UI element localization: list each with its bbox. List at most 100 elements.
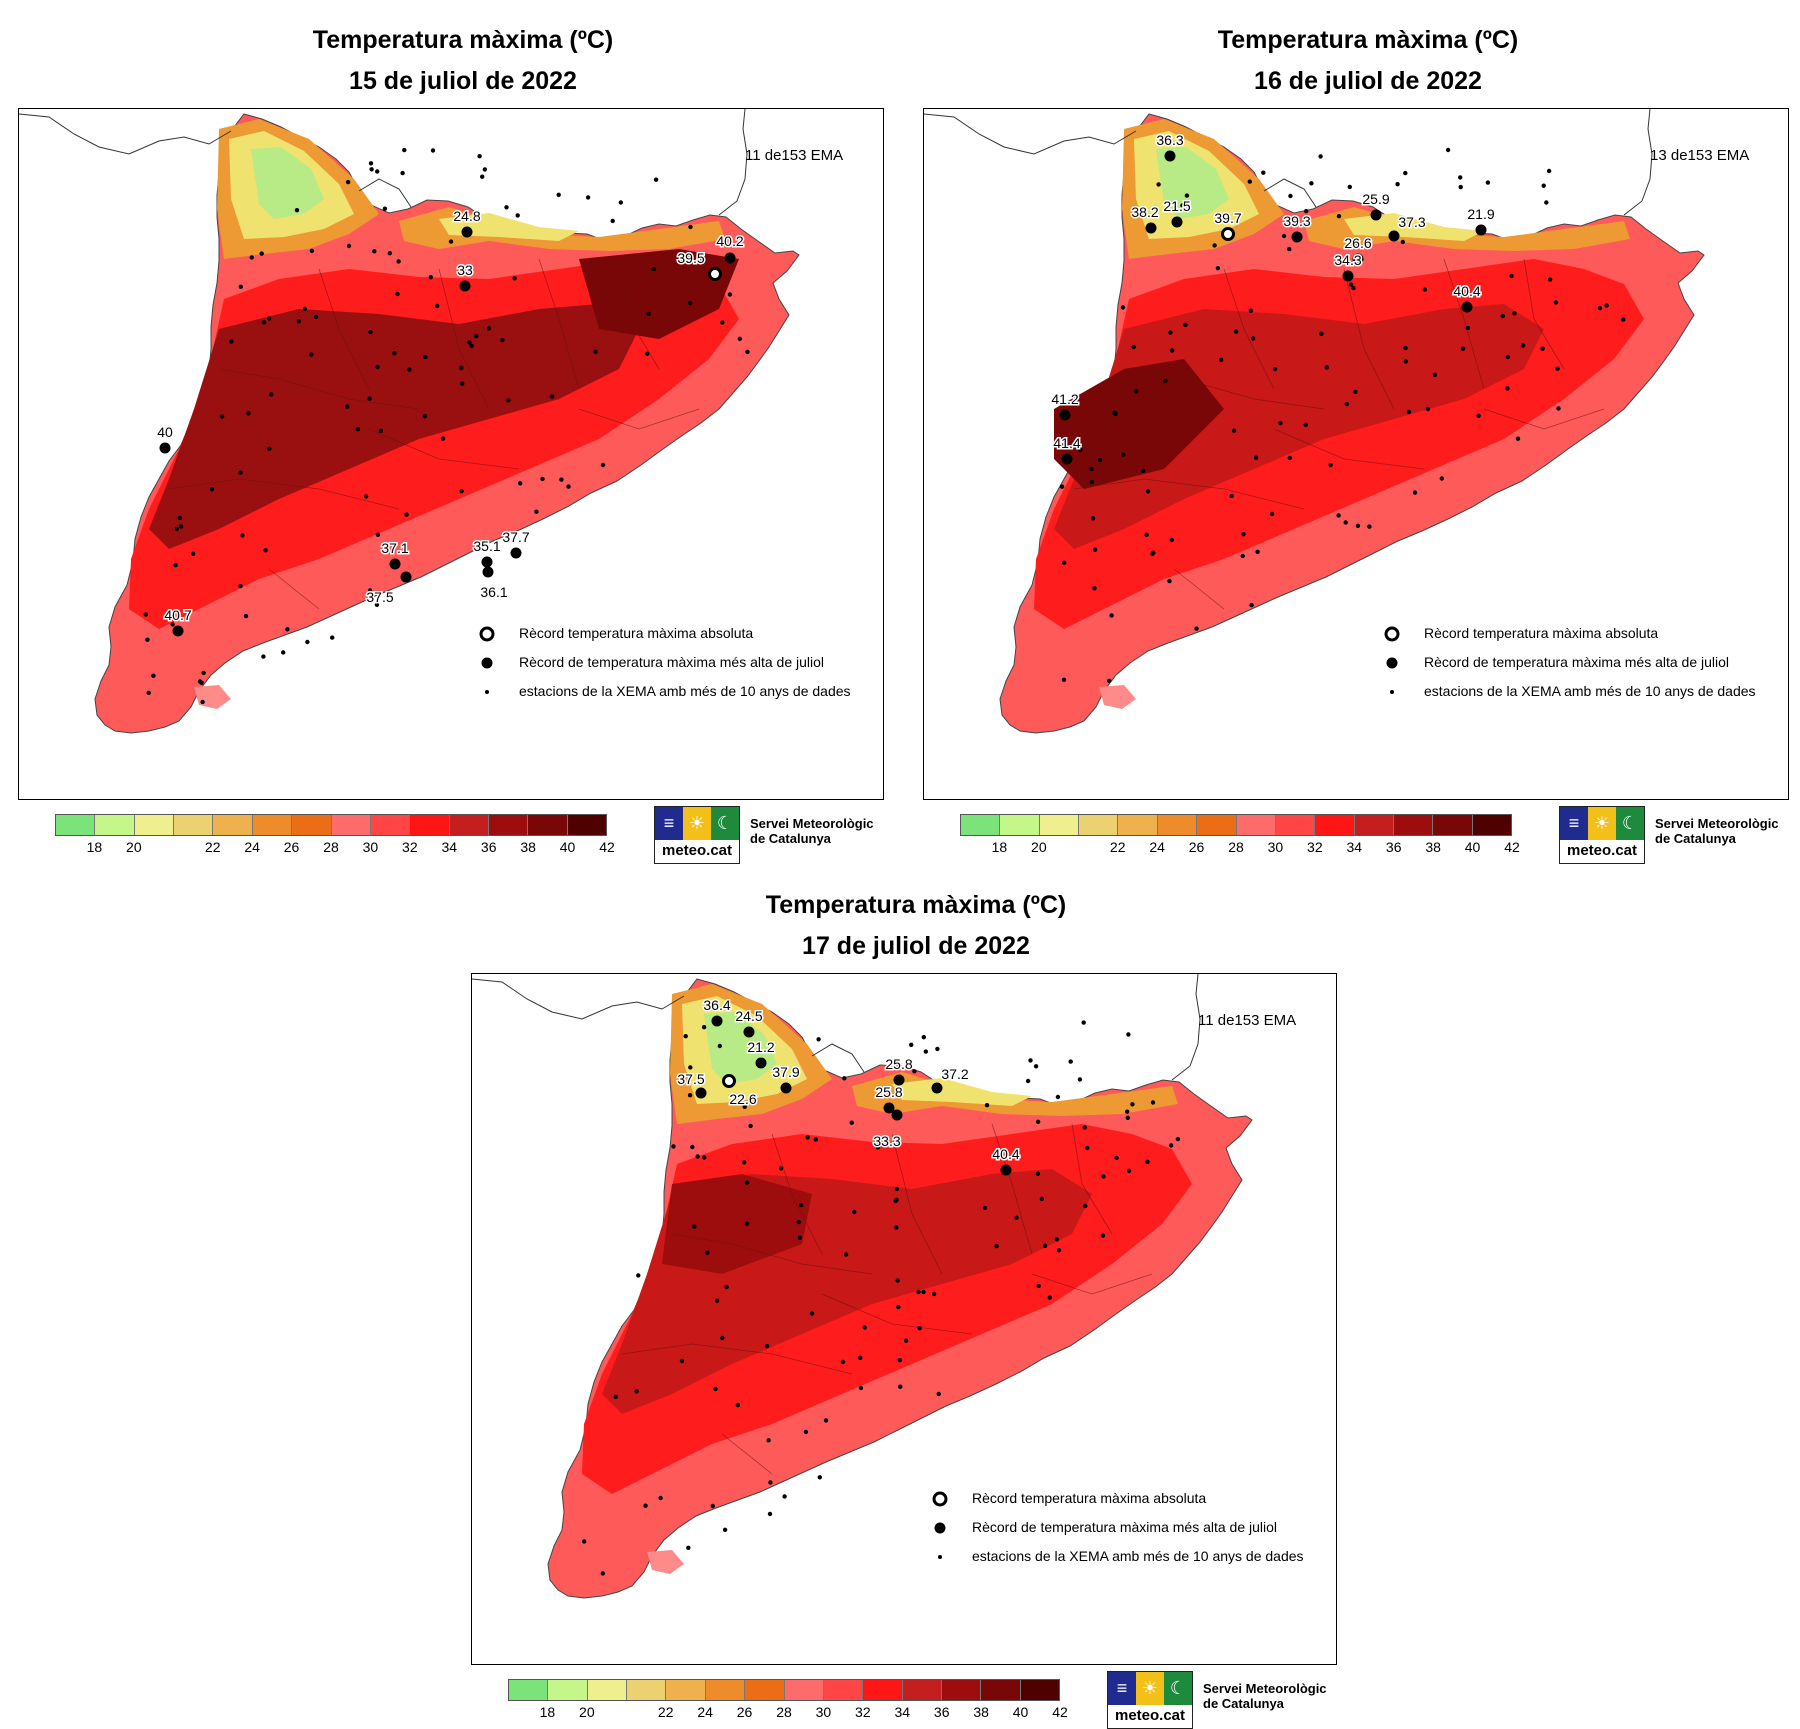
ema-count: 13 de153 EMA bbox=[1650, 147, 1750, 164]
scale-tick-label: 38 bbox=[1425, 839, 1441, 855]
france-border-line bbox=[924, 109, 1653, 216]
july-record-marker bbox=[891, 1109, 903, 1121]
xema-station-dot bbox=[917, 1326, 922, 1331]
xema-station-dot bbox=[720, 320, 725, 325]
xema-station-dot bbox=[1597, 306, 1603, 311]
july-record-marker bbox=[1145, 222, 1157, 234]
xema-station-dot bbox=[897, 1358, 902, 1363]
july-record-marker bbox=[1461, 301, 1473, 313]
map-title: Temperatura màxima (ºC) 17 de juliol de … bbox=[566, 885, 1266, 967]
july-record-marker bbox=[159, 442, 171, 454]
xema-station-dot bbox=[368, 330, 373, 335]
station-value-label: 39.7 bbox=[1214, 210, 1241, 226]
xema-station-dot bbox=[1367, 524, 1372, 529]
xema-station-dot bbox=[367, 396, 372, 401]
xema-station-dot bbox=[651, 266, 656, 272]
scale-tick-label: 20 bbox=[579, 1704, 595, 1720]
july-record-marker bbox=[461, 226, 473, 238]
xema-station-dot bbox=[430, 148, 436, 153]
xema-station-dot bbox=[1035, 1119, 1041, 1124]
station-value-label: 39.3 bbox=[1283, 213, 1310, 229]
xema-station-dot bbox=[1621, 317, 1626, 322]
xema-station-dot bbox=[146, 690, 151, 695]
xema-station-dot bbox=[556, 192, 561, 197]
station-value-label: 39.5 bbox=[677, 250, 704, 266]
xema-station-dot bbox=[936, 1391, 941, 1397]
heat-zone-40 bbox=[662, 1174, 812, 1274]
pyrenees-zone-22 bbox=[1344, 213, 1484, 241]
xema-station-dot bbox=[281, 650, 286, 655]
xema-station-dot bbox=[459, 365, 464, 371]
xema-station-dot bbox=[1083, 1203, 1088, 1209]
station-value-label: 25.8 bbox=[875, 1084, 902, 1100]
xema-station-dot bbox=[422, 414, 428, 419]
station-value-label: 40.2 bbox=[716, 233, 743, 249]
xema-station-dot bbox=[1229, 493, 1234, 499]
xema-station-dot bbox=[1145, 489, 1151, 494]
xema-station-dot bbox=[896, 1304, 901, 1310]
xema-station-dot bbox=[145, 637, 150, 642]
xema-station-dot bbox=[407, 367, 412, 372]
xema-station-dot bbox=[440, 436, 446, 441]
station-value-label: 36.4 bbox=[703, 997, 730, 1013]
xema-station-dot bbox=[1304, 209, 1309, 214]
xema-station-dot bbox=[903, 1338, 909, 1343]
xema-station-dot bbox=[1555, 366, 1560, 371]
ebro-delta bbox=[194, 685, 231, 709]
temperature-map: 36.4 24.5 21.2 37.5 22.6 37.9 25.8 37.2 25.8 33.3… bbox=[472, 974, 1253, 1599]
scale-swatch bbox=[705, 1680, 746, 1700]
xema-station-dot bbox=[634, 1389, 639, 1394]
xema-station-dot bbox=[1025, 1078, 1031, 1084]
map-frame: 36.4 24.5 21.2 37.5 22.6 37.9 25.8 37.2 25.8 33.3… bbox=[471, 973, 1337, 1665]
xema-station-dot bbox=[1240, 553, 1245, 559]
xema-station-dot bbox=[191, 551, 196, 556]
scale-swatch bbox=[370, 815, 411, 835]
xema-station-dot bbox=[1324, 365, 1329, 370]
xema-station-dot bbox=[1215, 266, 1221, 271]
xema-station-dot bbox=[1089, 480, 1094, 485]
scale-swatch bbox=[1157, 815, 1198, 835]
xema-station-dot bbox=[355, 427, 361, 432]
xema-station-dot bbox=[688, 1065, 693, 1070]
xema-station-dot bbox=[1336, 214, 1342, 219]
july-record-marker bbox=[1059, 409, 1071, 421]
july-record-marker bbox=[1171, 216, 1183, 228]
xema-station-dot bbox=[1035, 1171, 1041, 1176]
scale-tick-label: 24 bbox=[1149, 839, 1165, 855]
xema-station-dot bbox=[1288, 193, 1293, 199]
xema-station-dot bbox=[534, 509, 539, 514]
xema-station-dot bbox=[448, 239, 454, 244]
xema-station-dot bbox=[313, 314, 319, 320]
map-date: 16 de juliol de 2022 bbox=[1254, 67, 1482, 95]
scale-swatch bbox=[1472, 815, 1512, 835]
xema-station-dot bbox=[1287, 455, 1292, 461]
xema-station-dot bbox=[1120, 305, 1126, 310]
scale-swatch bbox=[1079, 815, 1119, 835]
xema-station-dot bbox=[1505, 354, 1510, 360]
france-border-line bbox=[19, 109, 748, 216]
xema-station-dot bbox=[1278, 421, 1283, 426]
xema-station-dot bbox=[782, 1494, 787, 1499]
xema-station-dot bbox=[1509, 273, 1514, 279]
xema-station-dot bbox=[480, 174, 485, 179]
xema-station-dot bbox=[840, 1359, 846, 1365]
scale-tick-label: 36 bbox=[480, 839, 497, 855]
xema-station-dot bbox=[1039, 1196, 1045, 1202]
small-dot-icon bbox=[485, 689, 489, 694]
xema-station-dot bbox=[1458, 175, 1463, 180]
xema-station-dot bbox=[1150, 1100, 1156, 1105]
scale-swatch bbox=[292, 815, 332, 835]
waves-icon: ≡ bbox=[655, 807, 683, 840]
xema-station-dot bbox=[285, 627, 290, 632]
map-title-line: Temperatura màxima (ºC) bbox=[312, 26, 614, 54]
july-record-marker bbox=[172, 625, 184, 637]
xema-station-dot bbox=[1460, 346, 1466, 351]
xema-station-dot bbox=[395, 291, 400, 297]
station-value-label: 36.3 bbox=[1156, 132, 1183, 148]
station-value-label: 36.1 bbox=[480, 584, 507, 600]
xema-station-dot bbox=[921, 1289, 926, 1295]
xema-station-dot bbox=[984, 1103, 990, 1108]
legend-july-record: Rècord de temperatura màxima més alta de… bbox=[934, 1513, 1304, 1542]
station-value-label: 41.4 bbox=[1053, 435, 1080, 451]
xema-station-dot bbox=[1063, 444, 1069, 449]
